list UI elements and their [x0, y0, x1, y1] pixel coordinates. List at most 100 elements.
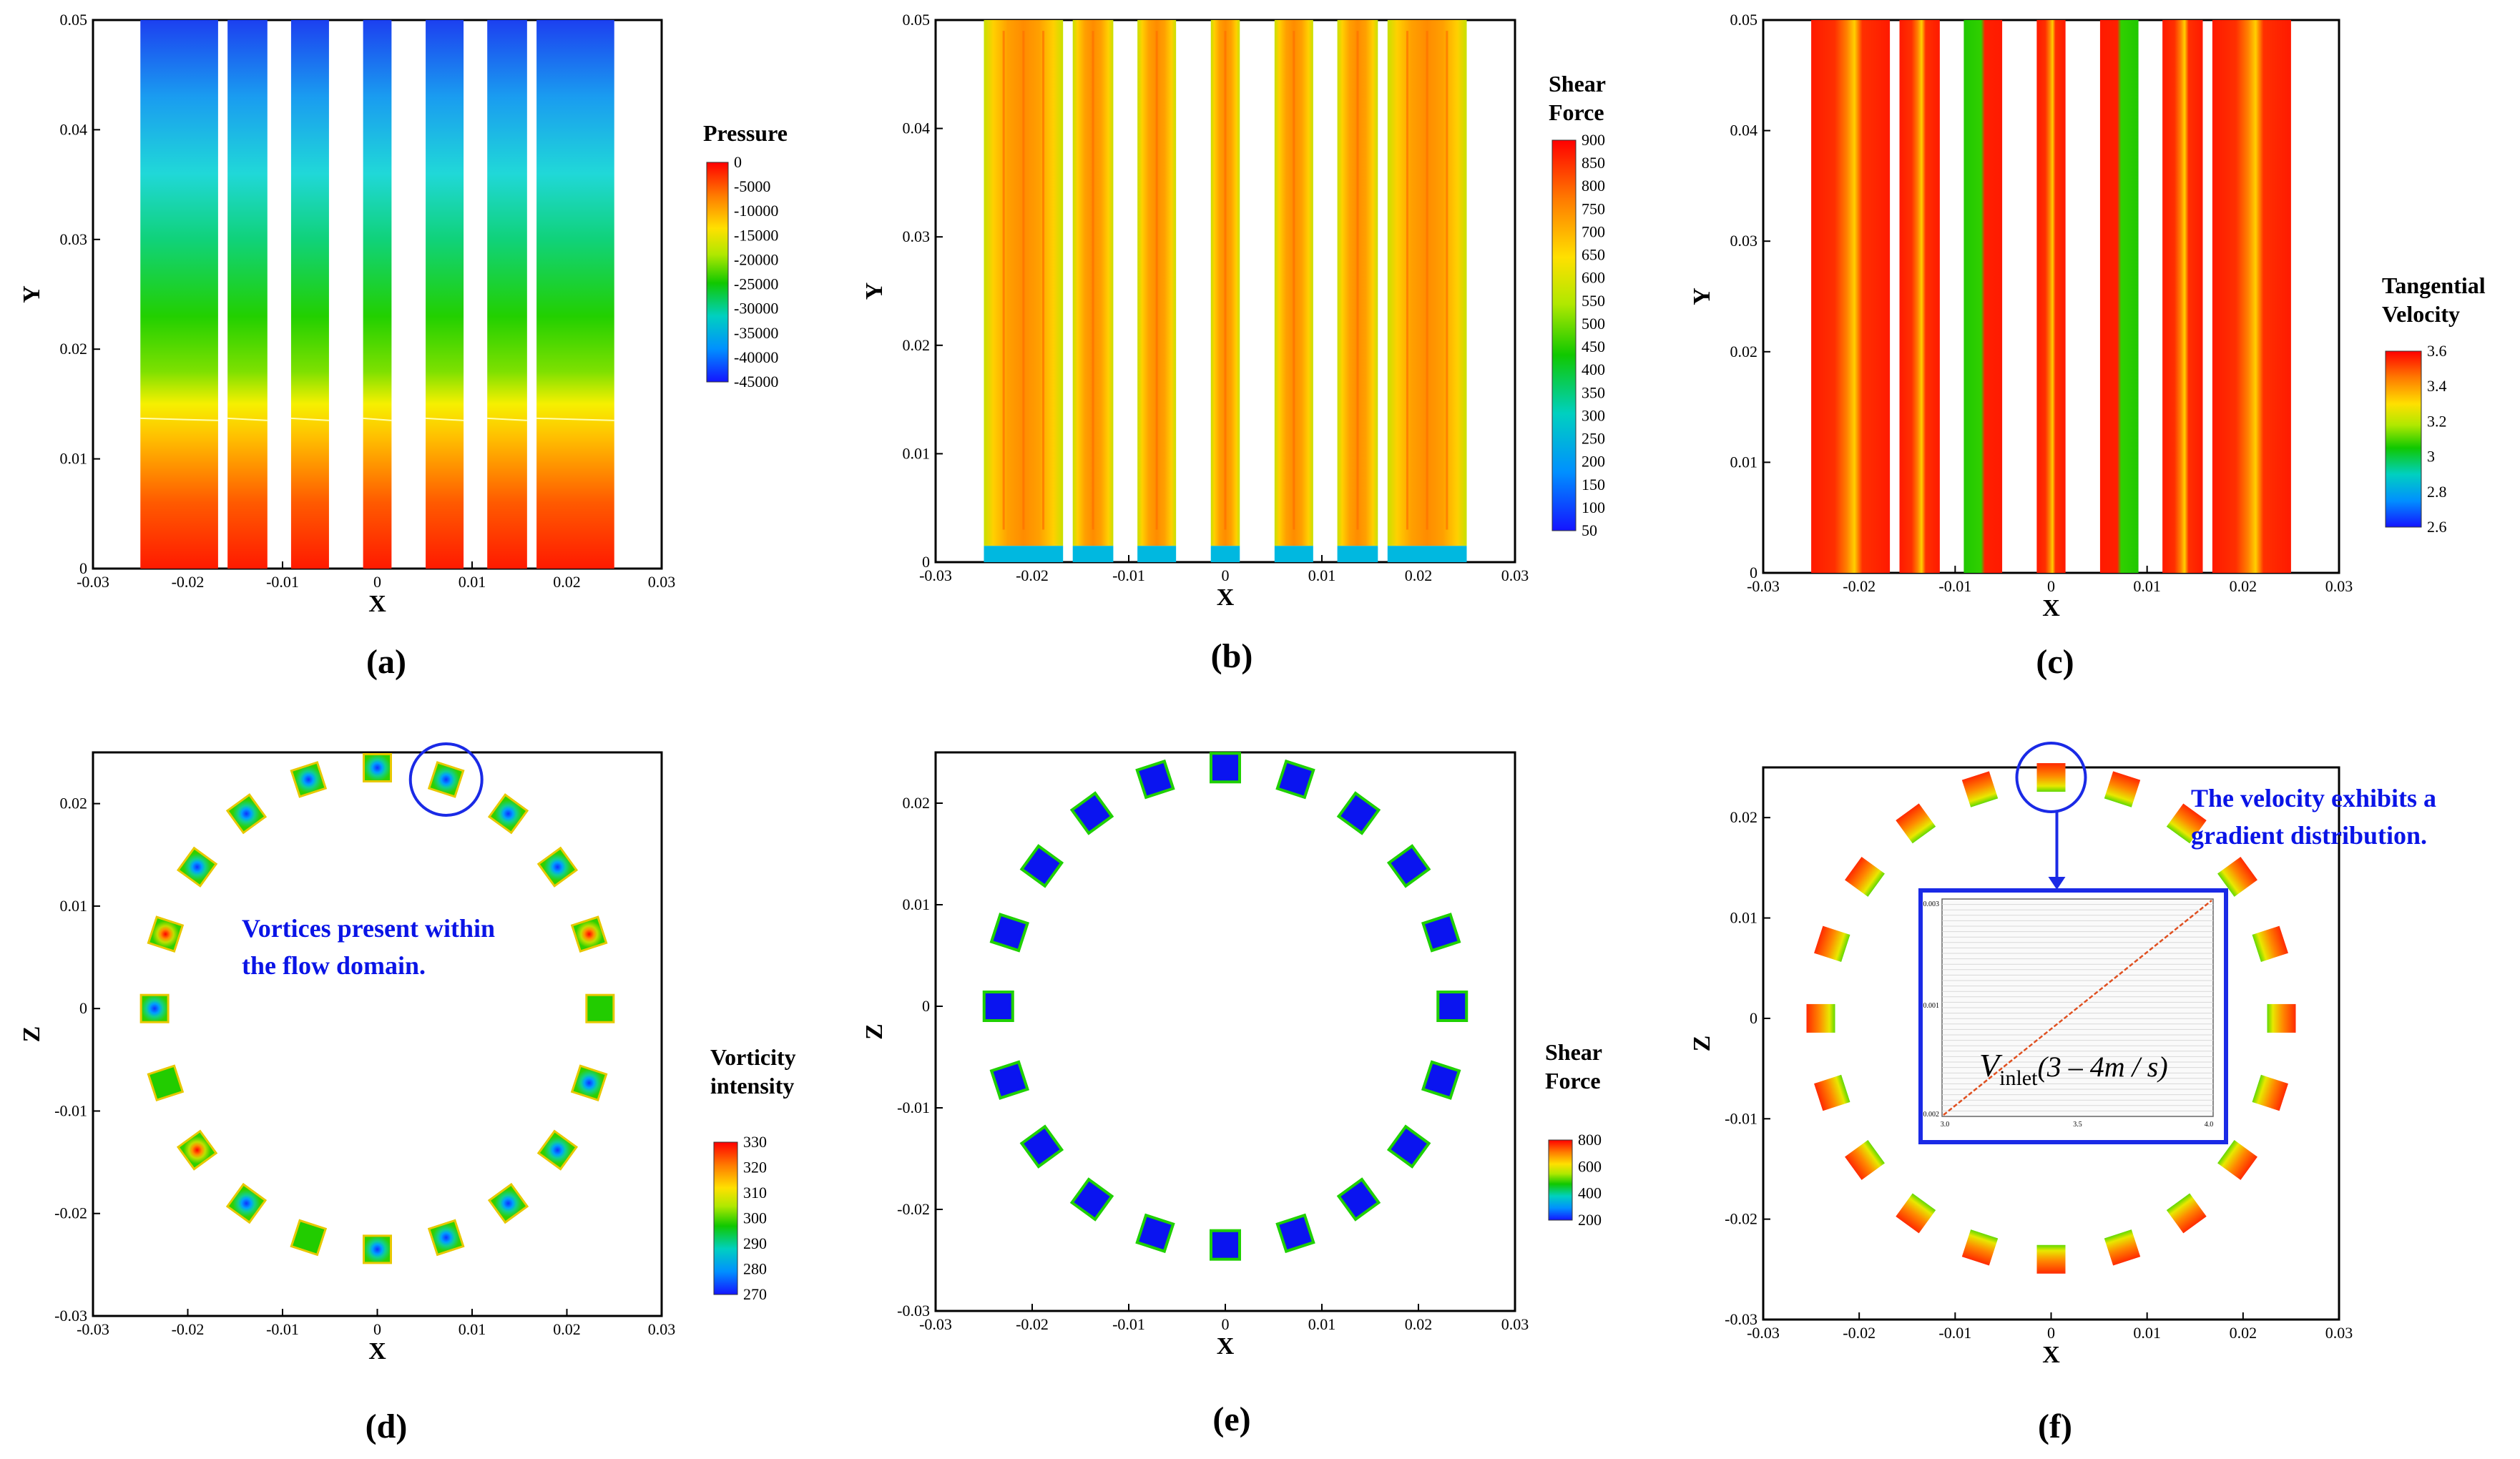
velocity-blade [1899, 20, 1940, 573]
y-axis-label: Y [19, 285, 45, 303]
colorbar-tick-a: -20000 [734, 250, 778, 268]
velocity-element [2217, 856, 2257, 897]
vorticity-element [487, 1182, 529, 1224]
annotation-d-line2: the flow domain. [242, 951, 426, 980]
shear-blade-base [1210, 546, 1240, 562]
velocity-blade [2036, 20, 2066, 573]
colorbar-tick-b: 600 [1582, 269, 1605, 287]
y-tick-label: 0.01 [60, 450, 88, 468]
colorbar-tick-d: 320 [743, 1159, 767, 1176]
velocity-element [2036, 763, 2066, 792]
y-tick-label: -0.02 [54, 1204, 87, 1222]
pressure-isoline [227, 417, 268, 421]
y-axis-label: Y [861, 283, 888, 300]
x-tick-label: 0 [373, 573, 381, 591]
y-axis-label: Z [1689, 1036, 1715, 1052]
y-tick-label: -0.03 [54, 1307, 87, 1325]
velocity-element [2267, 1003, 2296, 1033]
panel-c-tangential-velocity: -0.03 -0.02 -0.01 0 0.01 0.02 0.03 0 0.01 0.02 0.0… [1689, 11, 2486, 622]
velocity-element [1845, 856, 1885, 897]
vorticity-element [290, 1219, 328, 1257]
y-tick-label: -0.02 [1725, 1210, 1757, 1228]
x-tick-label: 0 [2047, 577, 2055, 595]
inset-x-tick: 3.0 [1941, 1121, 1950, 1129]
shear-element [982, 991, 1014, 1022]
y-tick-label: 0.02 [60, 795, 88, 812]
x-tick-label: 0.03 [2325, 577, 2353, 595]
colorbar-tick-c: 3.4 [2427, 377, 2447, 395]
x-axis-label: X [1217, 1333, 1235, 1360]
colorbar-tick-b: 150 [1582, 476, 1605, 493]
y-tick-label: -0.01 [897, 1099, 930, 1116]
velocity-element [1814, 1074, 1850, 1111]
colorbar-tick-b: 850 [1582, 154, 1605, 172]
y-tick-label: 0.04 [1730, 122, 1758, 139]
shear-element [989, 913, 1029, 953]
colorbar-tick-e: 400 [1578, 1184, 1602, 1202]
vorticity-element [176, 846, 218, 888]
vorticity-element [585, 993, 615, 1023]
vorticity-element [487, 793, 529, 835]
x-tick-label: -0.03 [1747, 577, 1780, 595]
colorbar-b [1551, 139, 1577, 531]
colorbar-tick-a: -40000 [734, 348, 778, 366]
pressure-blade [487, 20, 527, 569]
y-tick-label: 0 [79, 559, 87, 577]
colorbar-tick-d: 310 [743, 1184, 767, 1202]
x-tick-label: 0 [373, 1320, 381, 1338]
y-tick-label: 0 [922, 553, 930, 571]
colorbar-tick-b: 700 [1582, 222, 1605, 240]
inset-gradient-line [1943, 900, 2212, 1116]
panel-d-vorticity: -0.03 -0.02 -0.01 0 0.01 0.02 0.03 -0.03 -0.02 -0… [19, 742, 796, 1365]
colorbar-e [1548, 1139, 1573, 1221]
pressure-isoline [536, 417, 614, 421]
y-tick-label: 0.05 [1730, 11, 1758, 29]
colorbar-title-d: Vorticity [710, 1044, 796, 1070]
x-tick-label: 0.03 [2325, 1324, 2353, 1342]
x-tick-label: -0.02 [1843, 577, 1876, 595]
colorbar-tick-b: 250 [1582, 430, 1605, 448]
y-tick-label: 0 [1750, 564, 1757, 581]
highlight-circle-f [2015, 742, 2087, 814]
caption-e: (e) [1212, 1400, 1250, 1438]
shear-element [1210, 752, 1241, 784]
colorbar-tick-c: 2.6 [2427, 518, 2447, 536]
x-tick-label: -0.03 [1747, 1324, 1780, 1342]
colorbar-title-e: Shear [1545, 1039, 1602, 1065]
colorbar-tick-a: -45000 [734, 373, 778, 390]
shear-blade-base [1072, 546, 1114, 562]
caption-c: (c) [2036, 643, 2074, 681]
colorbar-title-a: Pressure [703, 120, 788, 146]
velocity-element [2252, 1074, 2288, 1111]
colorbar-tick-b: 800 [1582, 177, 1605, 195]
shear-element [1069, 1177, 1114, 1222]
vorticity-element [536, 1129, 579, 1171]
vorticity-element [363, 752, 392, 782]
shear-element [1135, 1213, 1175, 1254]
shear-blade-base [984, 546, 1064, 562]
shear-element [1421, 913, 1461, 953]
x-tick-label: 0.02 [2230, 1324, 2257, 1342]
velocity-blade [2162, 20, 2203, 573]
colorbar-tick-b: 450 [1582, 338, 1605, 355]
colorbar-tick-d: 290 [743, 1234, 767, 1252]
velocity-element [2217, 1139, 2257, 1180]
colorbar-a [706, 162, 729, 383]
inset-y-tick: 0.002 [1923, 1111, 1940, 1119]
vorticity-element [427, 1219, 465, 1257]
inset-y-tick: 0.001 [1923, 1002, 1940, 1010]
y-tick-label: 0.03 [60, 230, 88, 248]
colorbar-tick-d: 300 [743, 1209, 767, 1227]
y-tick-label: 0.02 [60, 340, 88, 358]
velocity-blade [2212, 20, 2291, 573]
x-tick-label: 0.03 [648, 573, 676, 591]
vorticity-element [536, 846, 579, 888]
x-tick-label: 0.03 [1501, 1315, 1529, 1333]
velocity-blade [2099, 20, 2139, 573]
x-tick-label: 0.01 [1308, 1315, 1336, 1333]
x-tick-label: -0.02 [172, 1320, 205, 1338]
velocity-element [1961, 1229, 1999, 1266]
x-tick-label: -0.01 [266, 1320, 299, 1338]
x-axis-label: X [1217, 584, 1235, 611]
